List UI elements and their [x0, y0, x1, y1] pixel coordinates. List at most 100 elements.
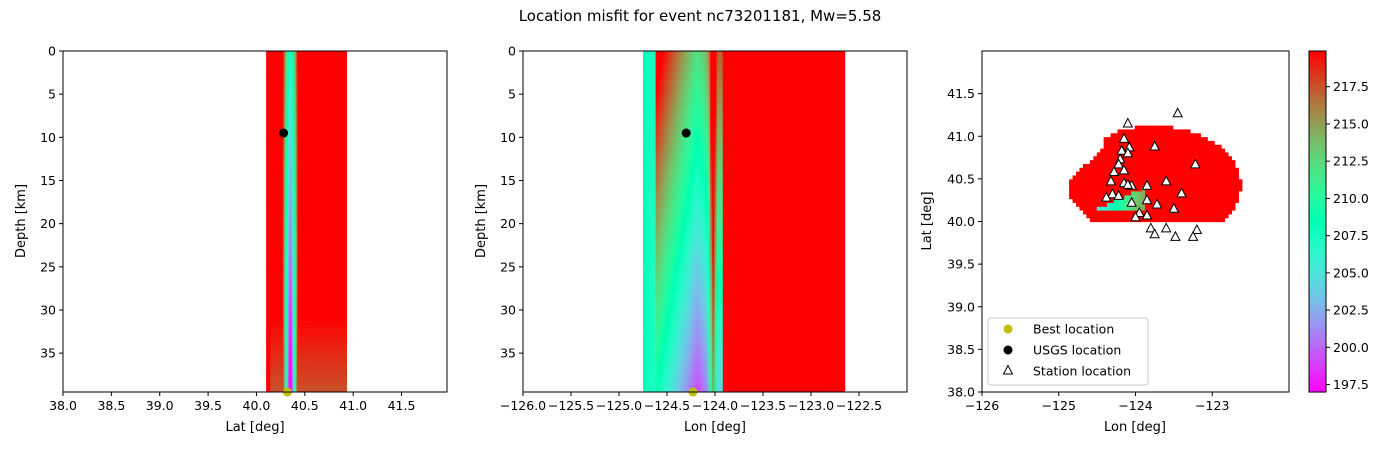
heatmap-cell: [314, 384, 317, 392]
heatmap-cell: [275, 320, 277, 329]
heatmap-cell: [287, 299, 290, 308]
heatmap-cell: [342, 264, 344, 272]
heatmap-cell: [266, 72, 269, 81]
heatmap-cell: [318, 335, 321, 343]
heatmap-cell: [316, 228, 318, 237]
heatmap-cell: [294, 185, 296, 194]
heatmap-cell: [303, 306, 306, 315]
heatmap-cell: [297, 100, 300, 109]
heatmap-cell: [274, 285, 276, 294]
heatmap-cell: [308, 257, 311, 265]
heatmap-cell: [280, 377, 282, 386]
heatmap-cell: [319, 164, 322, 173]
heatmap-cell: [316, 143, 318, 152]
heatmap-cell: [271, 384, 274, 392]
heatmap-cell: [678, 58, 682, 66]
heatmap-cell: [280, 356, 282, 365]
heatmap-cell: [771, 65, 774, 73]
heatmap-cell: [298, 384, 301, 392]
heatmap-cell: [292, 100, 294, 109]
heatmap-cell: [266, 313, 268, 322]
heatmap-cell: [317, 207, 319, 215]
heatmap-cell: [276, 221, 279, 230]
heatmap-cell: [340, 136, 342, 144]
heatmap-cell: [289, 313, 291, 322]
heatmap-cell: [342, 342, 344, 350]
heatmap-cell: [309, 257, 312, 265]
heatmap-cell: [333, 320, 335, 329]
heatmap-cell: [299, 65, 302, 73]
heatmap-cell: [276, 242, 279, 251]
heatmap-cell: [338, 377, 341, 386]
heatmap-cell: [316, 150, 318, 159]
heatmap-cell: [331, 285, 333, 294]
heatmap-cell: [275, 171, 277, 180]
heatmap-cell: [316, 107, 318, 116]
heatmap-cell: [338, 100, 340, 109]
heatmap-cell: [307, 313, 309, 322]
heatmap-cell: [333, 221, 336, 230]
heatmap-cell: [341, 342, 343, 350]
heatmap-cell: [323, 271, 326, 279]
heatmap-cell: [291, 65, 293, 73]
heatmap-cell: [298, 185, 301, 194]
heatmap-cell: [743, 72, 747, 81]
heatmap-cell: [269, 242, 271, 251]
heatmap-cell: [338, 242, 340, 251]
heatmap-cell: [322, 93, 325, 102]
heatmap-cell: [329, 363, 332, 372]
heatmap-cell: [295, 143, 297, 152]
heatmap-cell: [292, 342, 295, 350]
heatmap-cell: [785, 58, 789, 66]
heatmap-cell: [333, 171, 336, 180]
heatmap-cell: [324, 356, 327, 365]
heatmap-cell: [334, 342, 337, 350]
heatmap-cell: [307, 292, 310, 301]
heatmap-cell: [305, 129, 307, 137]
heatmap-cell: [321, 292, 323, 301]
heatmap-cell: [282, 65, 284, 73]
heatmap-cell: [266, 129, 269, 137]
heatmap-cell: [272, 313, 275, 322]
heatmap-cell: [331, 185, 333, 194]
heatmap-cell: [345, 257, 348, 265]
heatmap-cell: [322, 349, 324, 358]
heatmap-cell: [277, 356, 280, 365]
heatmap-cell: [337, 207, 339, 215]
heatmap-cell: [302, 122, 304, 130]
heatmap-cell: [310, 235, 312, 244]
heatmap-cell: [777, 58, 781, 66]
heatmap-cell: [324, 257, 327, 265]
heatmap-cell: [301, 58, 303, 66]
heatmap-cell: [296, 136, 298, 144]
heatmap-cell: [331, 214, 333, 223]
heatmap-cell: [322, 164, 324, 173]
heatmap-cell: [340, 150, 342, 159]
heatmap-cell: [290, 79, 292, 88]
heatmap-cell: [714, 51, 718, 59]
heatmap-cell: [286, 86, 288, 95]
heatmap-cell: [283, 264, 286, 272]
heatmap-cell: [271, 114, 273, 123]
heatmap-cell: [343, 136, 345, 144]
heatmap-cell: [297, 143, 299, 152]
heatmap-cell: [338, 278, 341, 287]
heatmap-cell: [277, 249, 280, 258]
heatmap-cell: [325, 178, 327, 187]
heatmap-cell: [266, 377, 269, 386]
heatmap-cell: [297, 221, 300, 230]
heatmap-cell: [335, 207, 337, 215]
heatmap-cell: [287, 178, 289, 187]
heatmap-cell: [338, 335, 340, 343]
heatmap-cell: [275, 122, 277, 130]
heatmap-cell: [338, 335, 341, 343]
heatmap-cell: [276, 349, 279, 358]
heatmap-cell: [328, 58, 330, 66]
heatmap-cell: [294, 278, 296, 287]
heatmap-cell: [317, 185, 319, 194]
heatmap-cell: [307, 185, 309, 194]
heatmap-cell: [298, 79, 301, 88]
heatmap-cell: [344, 51, 347, 59]
heatmap-cell: [302, 143, 304, 152]
heatmap-cell: [325, 249, 327, 258]
